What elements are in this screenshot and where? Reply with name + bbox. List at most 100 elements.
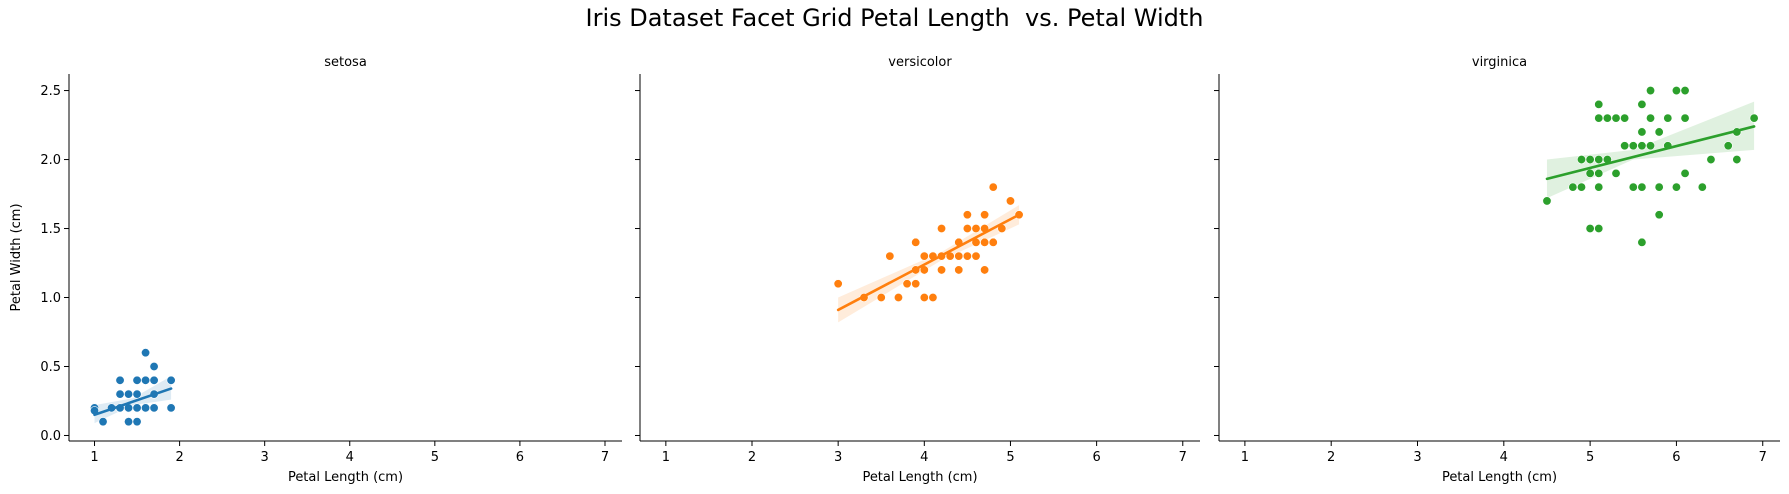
data-point bbox=[919, 251, 929, 261]
data-point bbox=[1646, 113, 1656, 123]
data-point bbox=[1637, 237, 1647, 247]
data-point bbox=[893, 293, 903, 303]
y-tick-label: 2.5 bbox=[40, 84, 61, 99]
data-point bbox=[1637, 99, 1647, 109]
data-point bbox=[1628, 141, 1638, 151]
data-point bbox=[1585, 155, 1595, 165]
data-point bbox=[1706, 155, 1716, 165]
data-point bbox=[1663, 113, 1673, 123]
y-axis-label: Petal Width (cm) bbox=[9, 203, 24, 311]
data-point bbox=[1602, 113, 1612, 123]
x-tick-label: 7 bbox=[601, 450, 609, 465]
data-point bbox=[1680, 86, 1690, 96]
data-point bbox=[1646, 141, 1656, 151]
data-point bbox=[1568, 182, 1578, 192]
data-point bbox=[166, 403, 176, 413]
x-tick-label: 6 bbox=[1092, 450, 1100, 465]
x-tick-label: 5 bbox=[431, 450, 439, 465]
data-point bbox=[1671, 182, 1681, 192]
data-point bbox=[1576, 155, 1586, 165]
data-point bbox=[141, 375, 151, 385]
data-point bbox=[1611, 168, 1621, 178]
data-point bbox=[911, 279, 921, 289]
data-point bbox=[937, 224, 947, 234]
regression-line bbox=[93, 387, 173, 417]
data-point bbox=[1585, 168, 1595, 178]
x-tick-label: 7 bbox=[1179, 450, 1187, 465]
x-tick-label: 1 bbox=[1241, 450, 1249, 465]
y-tick-label: 1.5 bbox=[40, 222, 61, 237]
data-point bbox=[954, 265, 964, 275]
data-point bbox=[833, 279, 843, 289]
x-tick-label: 6 bbox=[516, 450, 524, 465]
data-point bbox=[937, 265, 947, 275]
data-point bbox=[988, 237, 998, 247]
data-point bbox=[115, 389, 125, 399]
x-axis-label: Petal Length (cm) bbox=[862, 470, 977, 485]
data-point bbox=[980, 265, 990, 275]
data-point bbox=[141, 403, 151, 413]
data-point bbox=[124, 417, 134, 427]
data-point bbox=[149, 403, 159, 413]
data-point bbox=[980, 210, 990, 220]
x-tick-label: 3 bbox=[834, 450, 842, 465]
data-point bbox=[1654, 182, 1664, 192]
data-point bbox=[1732, 155, 1742, 165]
facet-title: versicolor bbox=[888, 55, 952, 70]
data-point bbox=[971, 224, 981, 234]
facet-virginica: virginica 1 2 3 4 5 6 7 Petal Length (cm) bbox=[1214, 55, 1780, 485]
data-point bbox=[132, 389, 142, 399]
regression-line bbox=[1545, 125, 1756, 181]
data-point bbox=[141, 348, 151, 358]
data-point bbox=[1594, 224, 1604, 234]
x-tick-label: 7 bbox=[1759, 450, 1767, 465]
data-point bbox=[1620, 141, 1630, 151]
data-point bbox=[132, 403, 142, 413]
x-tick-label: 4 bbox=[1500, 450, 1508, 465]
data-point bbox=[1628, 182, 1638, 192]
data-point bbox=[1594, 168, 1604, 178]
data-point bbox=[1585, 224, 1595, 234]
x-tick-label: 3 bbox=[1413, 450, 1421, 465]
facet-title: setosa bbox=[324, 55, 367, 70]
x-tick-label: 6 bbox=[1672, 450, 1680, 465]
regression-line bbox=[836, 213, 1021, 312]
x-tick-label: 4 bbox=[346, 450, 354, 465]
data-point bbox=[149, 375, 159, 385]
data-point bbox=[124, 389, 134, 399]
x-axis-label: Petal Length (cm) bbox=[1442, 470, 1557, 485]
data-point bbox=[1611, 113, 1621, 123]
data-point bbox=[962, 224, 972, 234]
data-point bbox=[1594, 155, 1604, 165]
data-point bbox=[902, 279, 912, 289]
data-point bbox=[988, 182, 998, 192]
x-axis-label: Petal Length (cm) bbox=[288, 470, 403, 485]
y-tick-label: 0.5 bbox=[40, 360, 61, 375]
x-tick-label: 5 bbox=[1586, 450, 1594, 465]
facet-versicolor: versicolor 1 2 3 4 5 6 7 Petal Length (cm) bbox=[635, 55, 1200, 485]
data-point bbox=[1680, 113, 1690, 123]
y-tick-label: 0.0 bbox=[40, 429, 61, 444]
data-point bbox=[1005, 196, 1015, 206]
data-point bbox=[962, 210, 972, 220]
data-point bbox=[132, 375, 142, 385]
facet-setosa: setosa 1 2 3 4 5 6 7 0.0 0.5 1.0 1.5 2.0 2.5 Petal Len… bbox=[9, 55, 622, 485]
data-point bbox=[1749, 113, 1759, 123]
facet-title: virginica bbox=[1472, 55, 1527, 70]
data-point bbox=[1697, 182, 1707, 192]
data-point bbox=[911, 237, 921, 247]
data-point bbox=[919, 293, 929, 303]
data-point bbox=[1654, 127, 1664, 137]
data-point bbox=[1646, 86, 1656, 96]
data-point bbox=[166, 375, 176, 385]
x-tick-label: 2 bbox=[175, 450, 183, 465]
data-point bbox=[1637, 141, 1647, 151]
data-point bbox=[1680, 168, 1690, 178]
x-tick-label: 2 bbox=[748, 450, 756, 465]
data-point bbox=[1654, 210, 1664, 220]
x-tick-label: 1 bbox=[90, 450, 98, 465]
data-point bbox=[1671, 86, 1681, 96]
figure-title: Iris Dataset Facet Grid Petal Length vs.… bbox=[585, 4, 1204, 32]
data-point bbox=[980, 237, 990, 247]
